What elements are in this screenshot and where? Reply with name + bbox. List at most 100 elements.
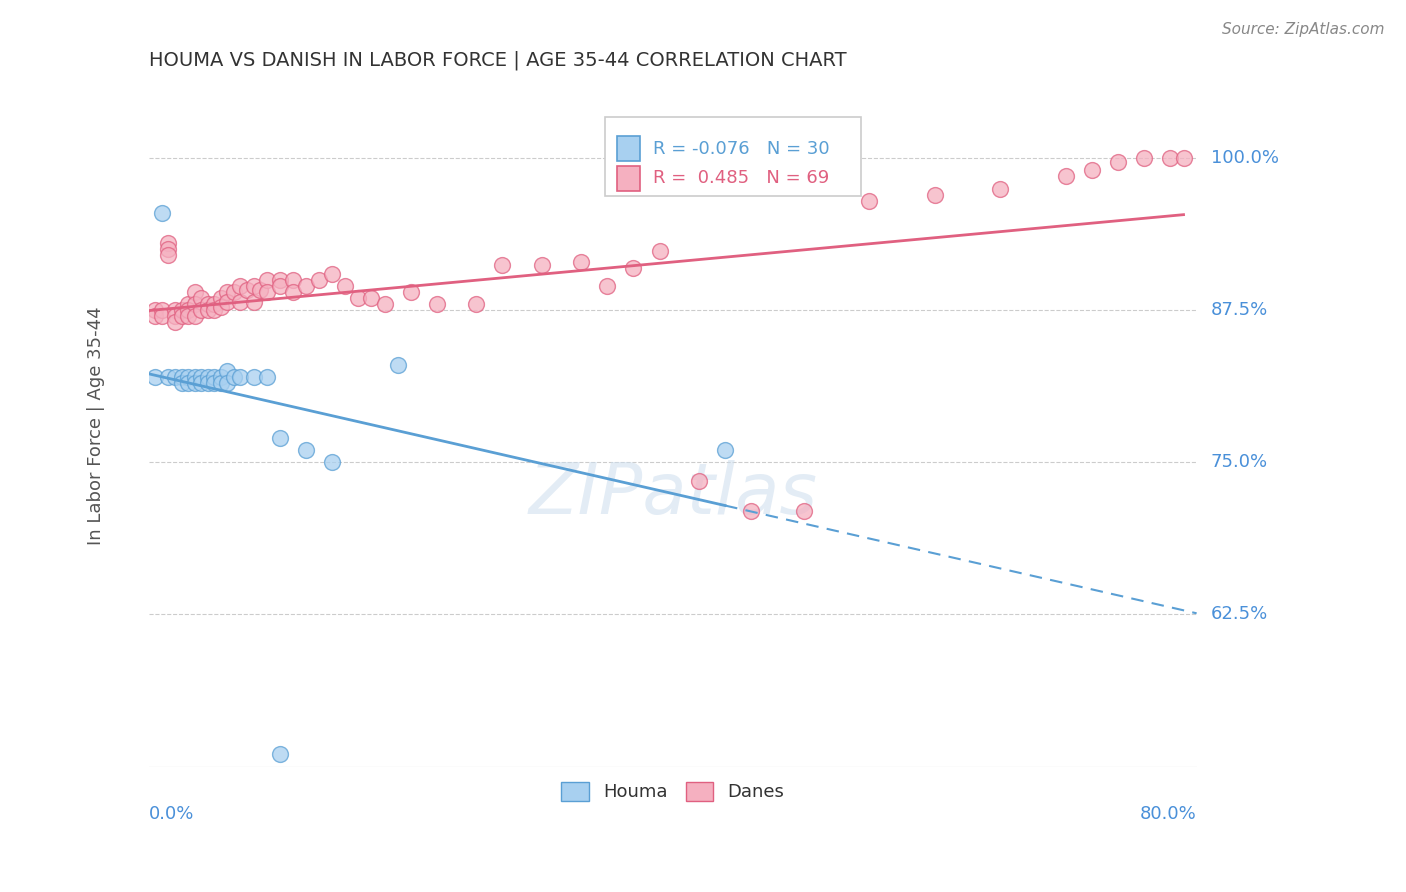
Point: [217, 376, 239, 391]
Point: [256, 370, 278, 384]
Point: [222, 285, 245, 299]
Point: [183, 370, 205, 384]
Bar: [617, 166, 640, 191]
Text: 87.5%: 87.5%: [1211, 301, 1268, 319]
Point: [157, 243, 180, 257]
Point: [321, 267, 343, 281]
Text: R =  0.485   N = 69: R = 0.485 N = 69: [652, 169, 830, 187]
Point: [190, 303, 212, 318]
Point: [256, 285, 278, 299]
Point: [596, 279, 619, 293]
Point: [183, 376, 205, 391]
Text: 75.0%: 75.0%: [1211, 453, 1268, 471]
Point: [143, 370, 166, 384]
Point: [269, 747, 291, 762]
Point: [236, 283, 259, 297]
Point: [360, 291, 382, 305]
Point: [197, 297, 219, 311]
Point: [143, 303, 166, 318]
Point: [740, 504, 762, 518]
Point: [714, 443, 737, 458]
Bar: [617, 136, 640, 161]
Text: In Labor Force | Age 35-44: In Labor Force | Age 35-44: [87, 307, 105, 545]
Point: [143, 310, 166, 324]
Point: [177, 297, 200, 311]
Point: [190, 291, 212, 305]
Point: [335, 279, 357, 293]
Point: [197, 303, 219, 318]
Point: [269, 279, 291, 293]
Point: [308, 273, 330, 287]
Point: [295, 279, 318, 293]
Point: [222, 370, 245, 384]
Point: [387, 358, 409, 372]
Point: [183, 310, 205, 324]
Point: [530, 258, 553, 272]
Point: [465, 297, 488, 311]
Point: [242, 370, 264, 384]
Point: [170, 310, 193, 324]
Point: [202, 370, 225, 384]
Point: [217, 285, 239, 299]
Point: [150, 310, 173, 324]
Point: [399, 285, 422, 299]
Point: [269, 431, 291, 445]
Point: [170, 376, 193, 391]
Point: [177, 370, 200, 384]
Point: [793, 504, 815, 518]
Point: [183, 285, 205, 299]
Point: [150, 303, 173, 318]
Point: [924, 187, 946, 202]
FancyBboxPatch shape: [605, 117, 862, 195]
Point: [163, 370, 186, 384]
Point: [209, 300, 232, 314]
Point: [177, 310, 200, 324]
Point: [217, 294, 239, 309]
Text: 62.5%: 62.5%: [1211, 606, 1268, 624]
Text: Source: ZipAtlas.com: Source: ZipAtlas.com: [1222, 22, 1385, 37]
Point: [190, 376, 212, 391]
Point: [269, 273, 291, 287]
Point: [170, 303, 193, 318]
Point: [648, 244, 671, 258]
Point: [190, 370, 212, 384]
Point: [491, 258, 513, 272]
Point: [229, 279, 252, 293]
Point: [281, 285, 304, 299]
Point: [170, 370, 193, 384]
Text: 80.0%: 80.0%: [1140, 805, 1197, 823]
Point: [183, 297, 205, 311]
Point: [209, 291, 232, 305]
Point: [197, 376, 219, 391]
Point: [1173, 151, 1195, 165]
Point: [229, 294, 252, 309]
Point: [202, 376, 225, 391]
Text: 100.0%: 100.0%: [1211, 149, 1278, 167]
Point: [163, 315, 186, 329]
Point: [157, 248, 180, 262]
Point: [295, 443, 318, 458]
Point: [209, 370, 232, 384]
Point: [569, 254, 592, 268]
Point: [209, 376, 232, 391]
Legend: Houma, Danes: Houma, Danes: [554, 775, 792, 809]
Point: [157, 236, 180, 251]
Point: [229, 370, 252, 384]
Point: [321, 455, 343, 469]
Point: [1159, 151, 1181, 165]
Point: [157, 370, 180, 384]
Point: [249, 283, 271, 297]
Point: [623, 260, 645, 275]
Point: [347, 291, 370, 305]
Point: [281, 273, 304, 287]
Point: [242, 279, 264, 293]
Point: [688, 474, 710, 488]
Text: ZIPatlas: ZIPatlas: [529, 459, 817, 528]
Text: HOUMA VS DANISH IN LABOR FORCE | AGE 35-44 CORRELATION CHART: HOUMA VS DANISH IN LABOR FORCE | AGE 35-…: [149, 51, 846, 70]
Point: [177, 376, 200, 391]
Point: [1054, 169, 1077, 184]
Point: [374, 297, 396, 311]
Point: [202, 303, 225, 318]
Point: [1107, 154, 1129, 169]
Point: [197, 370, 219, 384]
